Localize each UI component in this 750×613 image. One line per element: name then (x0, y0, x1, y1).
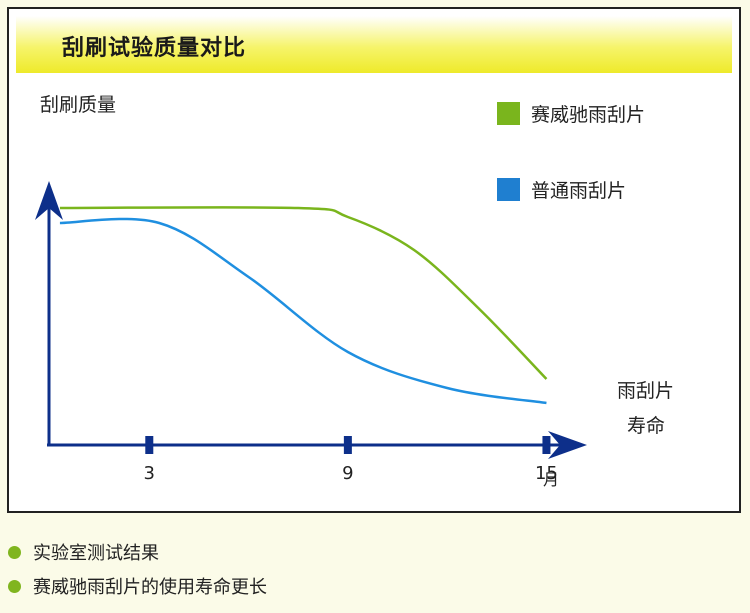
x-tick-label: 3 (143, 463, 155, 484)
title-bar (16, 16, 732, 73)
x-tick-mark (145, 436, 154, 454)
x-tick-label: 15 (534, 463, 558, 484)
note-text: 实验室测试结果 (33, 543, 159, 564)
chart-frame (7, 7, 741, 513)
legend-item-sevezi: 赛威驰雨刮片 (497, 100, 645, 127)
x-axis-label-line2: 寿命 (627, 415, 666, 437)
legend-item-ordinary: 普通雨刮片 (497, 176, 626, 203)
x-tick-mark (542, 436, 551, 454)
series-line-ordinary (59, 217, 547, 405)
x-tick-label: 9 (342, 463, 354, 484)
x-tick-mark (343, 436, 352, 454)
bullet-dot (8, 579, 21, 593)
x-axis-unit: 月 (543, 470, 560, 489)
y-axis-arrow (35, 181, 63, 220)
series-line-sevezi (59, 206, 548, 380)
legend-swatch-green (497, 102, 520, 125)
legend-swatch-blue (497, 178, 520, 201)
y-axis-label: 刮刷质量 (40, 94, 117, 116)
x-axis-label-line1: 雨刮片 (617, 380, 675, 402)
note-text: 赛威驰雨刮片的使用寿命更长 (33, 577, 267, 598)
legend-label-ordinary: 普通雨刮片 (531, 180, 627, 202)
legend-label-sevezi: 赛威驰雨刮片 (531, 104, 646, 126)
note-item: 实验室测试结果 (8, 535, 267, 569)
notes-list: 实验室测试结果 赛威驰雨刮片的使用寿命更长 (8, 535, 267, 603)
bullet-dot (8, 545, 21, 559)
x-axis-arrow (548, 431, 587, 459)
note-item: 赛威驰雨刮片的使用寿命更长 (8, 569, 267, 603)
chart-title: 刮刷试验质量对比 (62, 36, 247, 61)
